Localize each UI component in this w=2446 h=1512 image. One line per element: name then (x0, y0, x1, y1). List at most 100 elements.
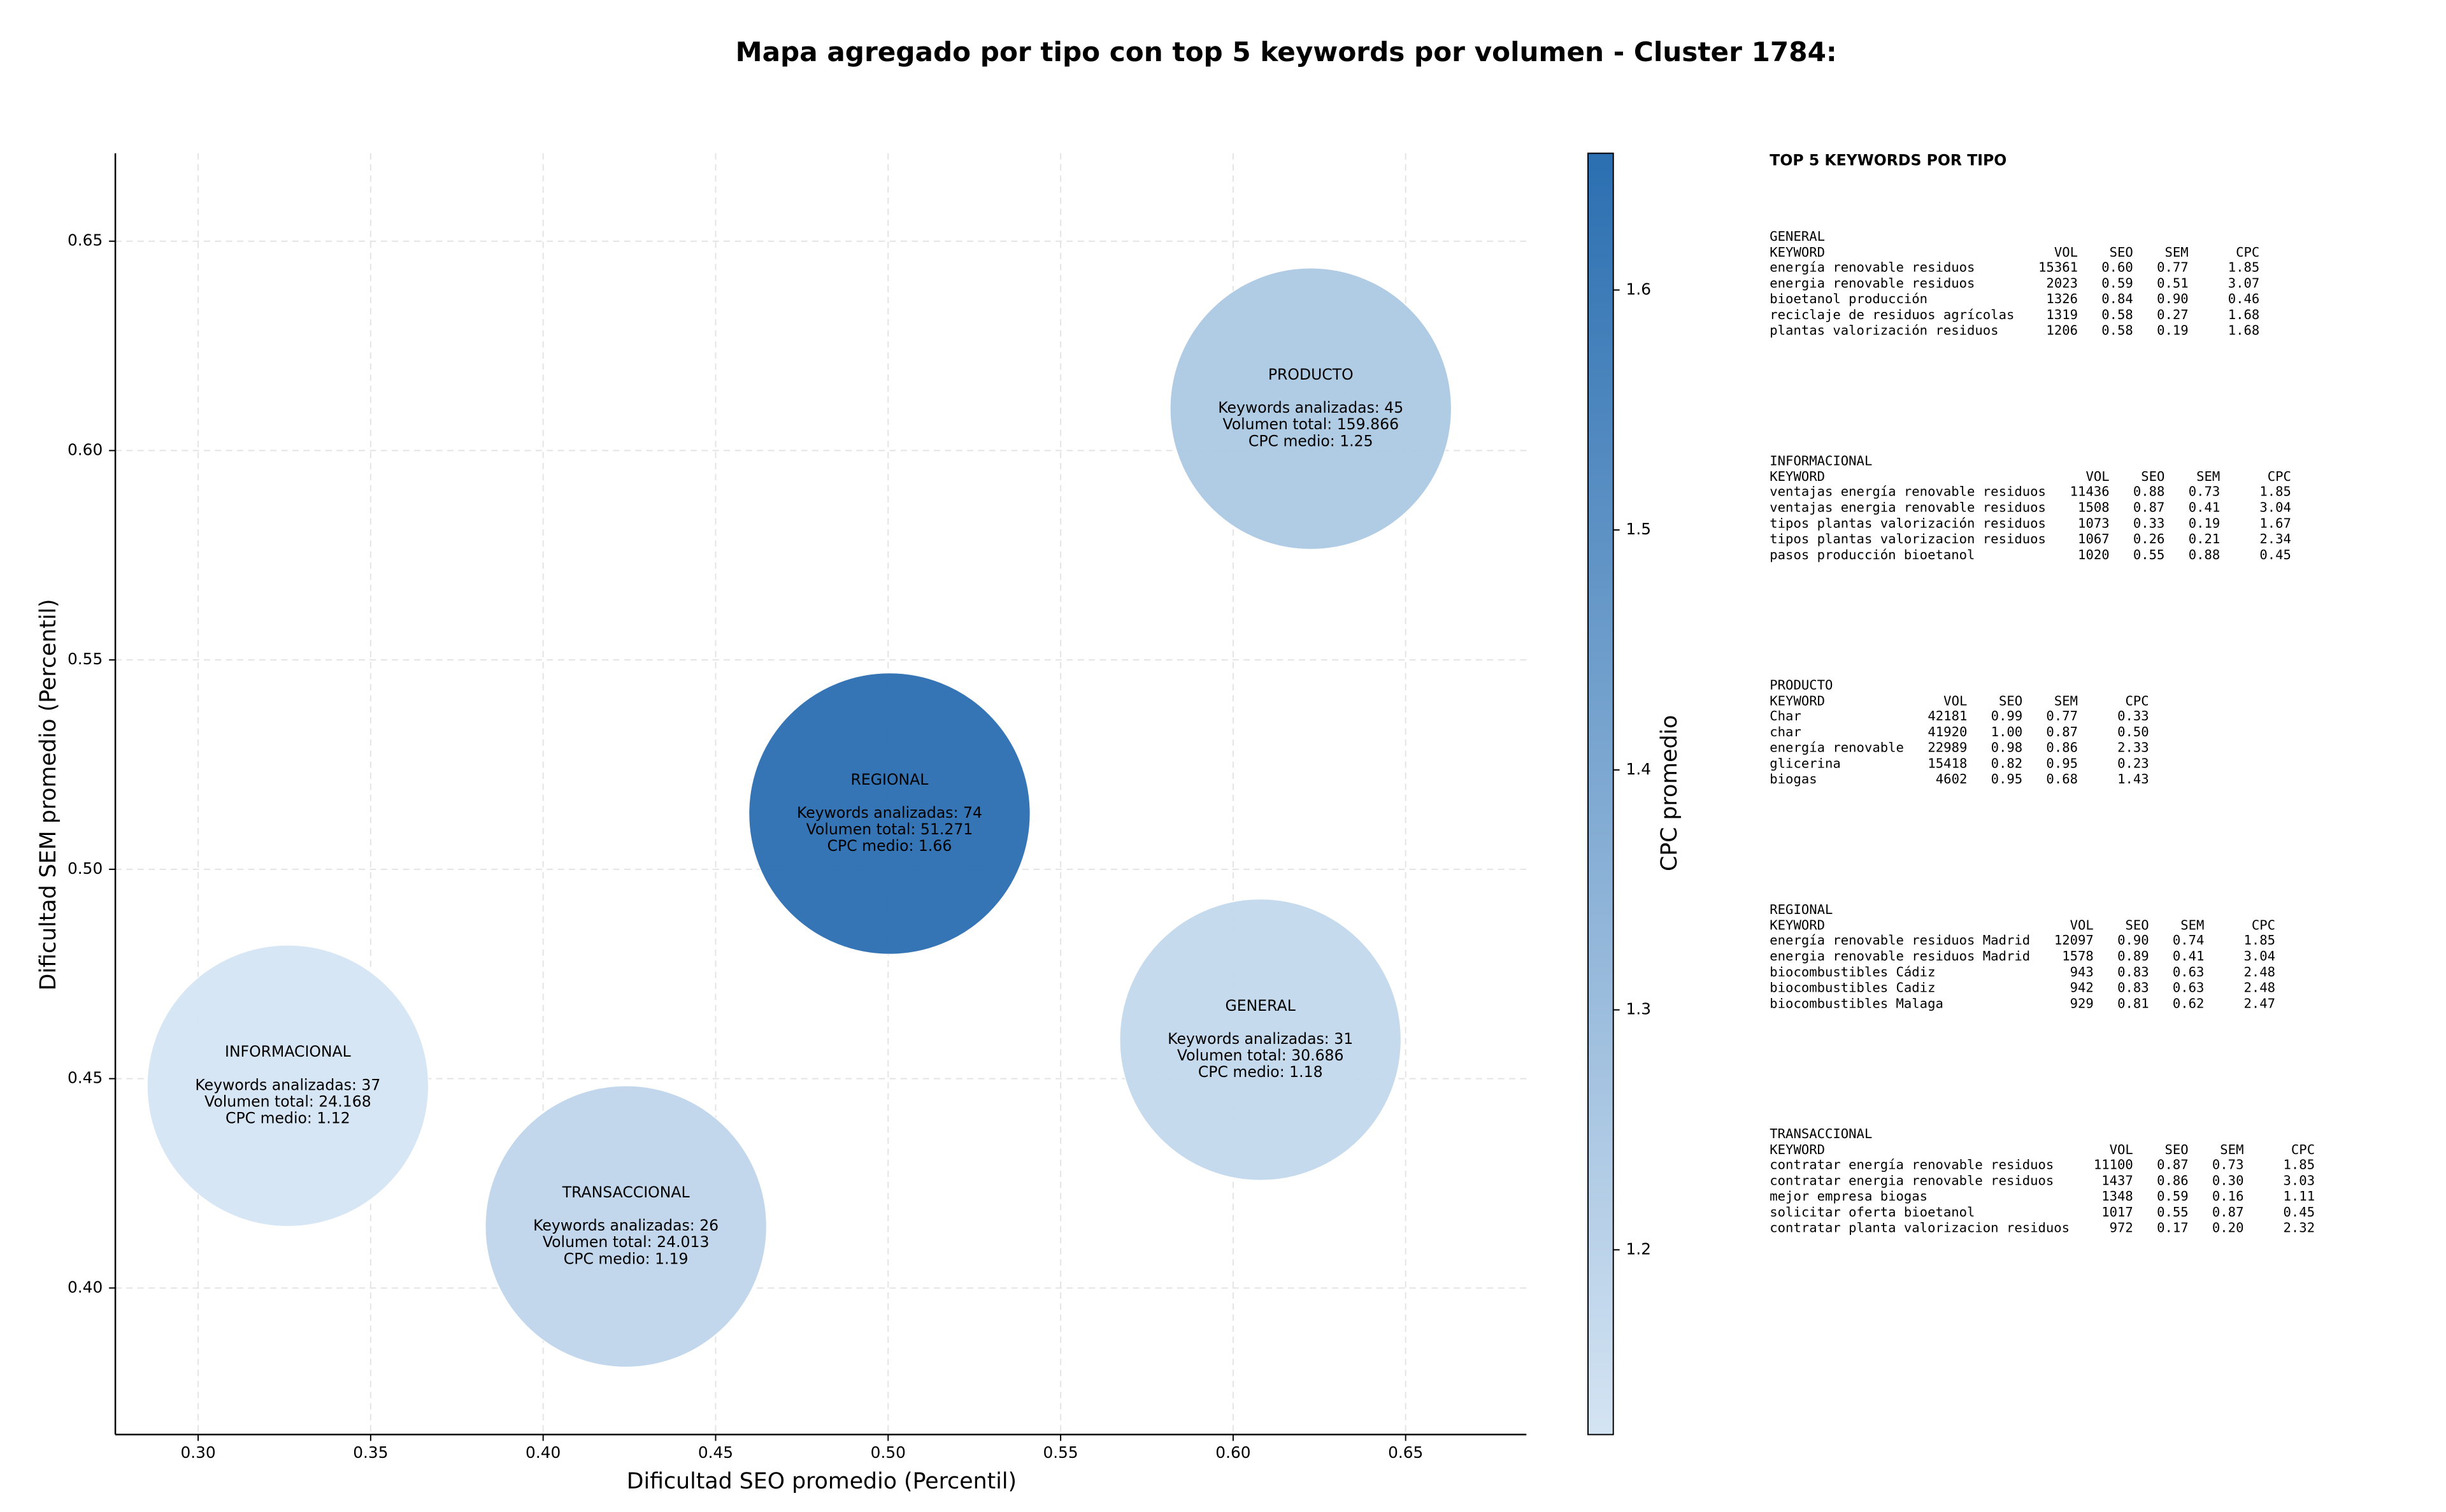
bubble (748, 673, 1031, 955)
table-header: KEYWORD (1770, 918, 1825, 933)
table-cell: 0.88 (2133, 484, 2165, 499)
table-cell: 0.59 (2101, 275, 2133, 290)
group-title: GENERAL (1770, 229, 1825, 244)
table-cell: 1348 (2101, 1188, 2133, 1204)
colorbar-tick-label: 1.6 (1626, 280, 1651, 298)
table-cell: 1.67 (2259, 515, 2291, 531)
x-tick-label: 0.65 (1388, 1443, 1423, 1462)
table-cell: 4602 (1936, 771, 1968, 787)
table-cell: 0.50 (2117, 724, 2149, 739)
table-cell: energía renovable residuos Madrid (1770, 932, 2030, 948)
table-cell: 0.99 (1991, 708, 2023, 724)
table-cell: 972 (2110, 1220, 2133, 1236)
table-cell: biocombustibles Malaga (1770, 995, 1943, 1011)
table-cell: 0.19 (2189, 515, 2221, 531)
table-cell: 0.16 (2212, 1188, 2244, 1204)
table-header: CPC (2268, 469, 2291, 484)
table-cell: 0.59 (2157, 1188, 2189, 1204)
panel-title: TOP 5 KEYWORDS POR TIPO (1770, 152, 2006, 169)
table-cell: 1.85 (2244, 932, 2276, 948)
table-cell: 0.23 (2117, 755, 2149, 771)
bubble (1169, 267, 1452, 550)
table-header: KEYWORD (1770, 1142, 1825, 1157)
table-cell: 0.51 (2157, 275, 2189, 290)
table-cell: tipos plantas valorizacion residuos (1770, 531, 2046, 546)
bubble-text: Volumen total: 24.013 (543, 1233, 710, 1251)
table-cell: 0.58 (2101, 323, 2133, 338)
table-cell: 1326 (2046, 291, 2078, 306)
y-tick-label: 0.60 (68, 440, 103, 459)
y-axis-label: Dificultad SEM promedio (Percentil) (36, 599, 61, 990)
table-cell: ventajas energía renovable residuos (1770, 484, 2046, 499)
table-cell: plantas valorización residuos (1770, 323, 1998, 338)
table-cell: 0.17 (2157, 1220, 2189, 1236)
table-header: VOL (2110, 1142, 2133, 1157)
x-tick-label: 0.60 (1215, 1443, 1250, 1462)
table-cell: 15418 (1927, 755, 1967, 771)
table-cell: 0.83 (2117, 964, 2149, 980)
bubble-text: Keywords analizadas: 26 (533, 1216, 719, 1234)
table-cell: 11436 (2070, 484, 2110, 499)
table-header: CPC (2291, 1142, 2315, 1157)
table-cell: biogas (1770, 771, 1817, 787)
table-cell: energia renovable residuos (1770, 275, 1975, 290)
table-cell: ventajas energia renovable residuos (1770, 500, 2046, 515)
table-cell: 0.89 (2117, 948, 2149, 964)
table-cell: 0.77 (2046, 708, 2078, 724)
table-cell: 0.46 (2228, 291, 2260, 306)
bubble-text: Keywords analizadas: 31 (1168, 1030, 1353, 1048)
group-title: PRODUCTO (1770, 678, 1833, 693)
table-header: CPC (2125, 693, 2149, 708)
table-cell: char (1770, 724, 1801, 739)
bubble-text: CPC medio: 1.66 (827, 837, 952, 855)
table-cell: 2.47 (2244, 995, 2276, 1011)
table-cell: 0.41 (2173, 948, 2205, 964)
group-title: INFORMACIONAL (1770, 453, 1872, 468)
table-cell: energía renovable (1770, 740, 1904, 755)
table-cell: 0.62 (2173, 995, 2205, 1011)
y-tick-label: 0.50 (68, 859, 103, 878)
table-cell: 0.45 (2284, 1204, 2315, 1220)
y-tick-label: 0.45 (68, 1069, 103, 1087)
table-cell: 2.48 (2244, 964, 2276, 980)
table-cell: 1319 (2046, 307, 2078, 322)
table-cell: 0.27 (2157, 307, 2189, 322)
table-cell: contratar planta valorizacion residuos (1770, 1220, 2070, 1236)
table-cell: 1.43 (2117, 771, 2149, 787)
table-cell: 0.63 (2173, 980, 2205, 995)
table-cell: 0.98 (1991, 740, 2023, 755)
table-cell: biocombustibles Cadiz (1770, 980, 1935, 995)
table-cell: 0.33 (2133, 515, 2165, 531)
bubble-text: CPC medio: 1.12 (225, 1109, 350, 1127)
table-cell: 0.63 (2173, 964, 2205, 980)
table-cell: 0.74 (2173, 932, 2205, 948)
table-header: VOL (2054, 245, 2078, 260)
table-cell: 3.03 (2284, 1173, 2315, 1188)
y-tick-label: 0.65 (68, 231, 103, 250)
table-cell: 3.04 (2259, 500, 2291, 515)
table-cell: 0.86 (2046, 740, 2078, 755)
table-cell: 942 (2070, 980, 2094, 995)
table-cell: 929 (2070, 995, 2094, 1011)
bubble-text: Keywords analizadas: 45 (1218, 399, 1403, 417)
table-header: CPC (2236, 245, 2259, 260)
bubble (1119, 899, 1402, 1181)
table-header: SEO (2164, 1142, 2188, 1157)
table-cell: 3.04 (2244, 948, 2276, 964)
table-cell: 0.84 (2101, 291, 2133, 306)
table-cell: 0.55 (2157, 1204, 2189, 1220)
bubble-title: TRANSACCIONAL (562, 1183, 690, 1201)
table-cell: 22989 (1927, 740, 1967, 755)
table-header: SEM (2054, 693, 2078, 708)
table-header: KEYWORD (1770, 245, 1825, 260)
table-cell: 1.68 (2228, 323, 2260, 338)
bubble-text: Volumen total: 51.271 (806, 820, 973, 838)
bubble (147, 945, 429, 1227)
table-cell: 0.45 (2259, 547, 2291, 562)
x-tick-label: 0.35 (353, 1443, 388, 1462)
table-cell: 0.77 (2157, 259, 2189, 275)
table-cell: 2.48 (2244, 980, 2276, 995)
bubble-text: Keywords analizadas: 74 (797, 804, 982, 822)
table-cell: 1.00 (1991, 724, 2023, 739)
